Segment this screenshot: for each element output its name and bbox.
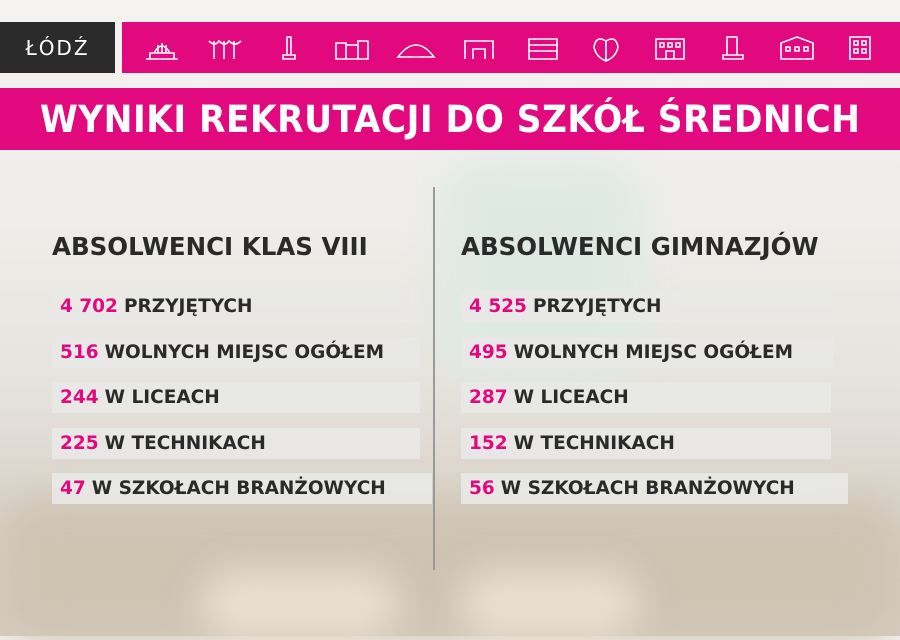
stat-row: 4 525 PRZYJĘTYCH (461, 291, 831, 322)
tower-icon (722, 35, 745, 60)
stat-row: 152 W TECHNIKACH (461, 427, 831, 459)
column-divider (433, 187, 435, 570)
column-heading: ABSOLWENCI GIMNAZJÓW (461, 232, 819, 261)
stat-label: W TECHNIKACH (513, 432, 675, 454)
stat-number: 47 (60, 478, 86, 499)
stat-number: 516 (60, 341, 99, 363)
stat-row: 4 702 PRZYJĘTYCH (52, 291, 420, 322)
stat-number: 244 (60, 387, 99, 408)
background-shape (460, 570, 640, 640)
stat-number: 287 (469, 387, 508, 408)
palace-icon (654, 37, 685, 60)
office-building-icon (849, 35, 872, 60)
stat-label: PRZYJĘTYCH (123, 296, 253, 317)
stat-row: 495 WOLNYCH MIEJSC OGÓŁEM (461, 336, 833, 368)
stat-number: 56 (469, 478, 495, 499)
monument-icon (281, 35, 296, 60)
title-banner: WYNIKI REKRUTACJI DO SZKÓŁ ŚREDNICH (0, 88, 900, 150)
background-shape (0, 500, 900, 640)
stat-number: 4 525 (469, 296, 527, 317)
city-logo: ŁÓDŹ (0, 22, 115, 73)
stat-label: W LICEACH (104, 387, 220, 408)
stat-row: 287 W LICEACH (461, 382, 831, 413)
stat-label: WOLNYCH MIEJSC OGÓŁEM (104, 341, 384, 363)
stat-row: 516 WOLNYCH MIEJSC OGÓŁEM (52, 336, 420, 368)
stat-row: 244 W LICEACH (52, 382, 420, 413)
stat-label: PRZYJĘTYCH (532, 296, 662, 317)
gate-icon (464, 39, 495, 59)
stat-number: 225 (60, 432, 99, 454)
stat-row: 56 W SZKOŁACH BRANŻOWYCH (461, 473, 848, 504)
stat-number: 152 (469, 432, 508, 454)
stat-label: W SZKOŁACH BRANŻOWYCH (500, 478, 795, 499)
logo-text: ŁÓDŹ (25, 35, 90, 60)
landmark-icon-bar (122, 22, 900, 73)
heart-icon (593, 37, 620, 62)
background-shape (200, 570, 400, 640)
stat-row: 225 W TECHNIKACH (52, 427, 420, 459)
townhouse-icon (779, 35, 814, 60)
mall-icon (527, 37, 558, 60)
railway-station-icon (145, 42, 178, 60)
stat-label: W LICEACH (513, 387, 629, 408)
stat-number: 4 702 (60, 296, 118, 317)
stat-label: WOLNYCH MIEJSC OGÓŁEM (513, 341, 793, 363)
factory-icon (335, 39, 370, 60)
stat-row: 47 W SZKOŁACH BRANŻOWYCH (52, 473, 432, 504)
stat-label: W SZKOŁACH BRANŻOWYCH (91, 478, 386, 499)
arena-icon (396, 43, 436, 58)
column-heading: ABSOLWENCI KLAS VIII (52, 232, 368, 261)
column-klas-viii: ABSOLWENCI KLAS VIII 4 702 PRZYJĘTYCH 516 W… (52, 232, 432, 519)
canopy-icon (208, 39, 242, 59)
stat-label: W TECHNIKACH (104, 432, 266, 454)
stat-number: 495 (469, 341, 508, 363)
column-gimnazjow: ABSOLWENCI GIMNAZJÓW 4 525 PRZYJĘTYCH 495 W… (461, 232, 848, 519)
page-title: WYNIKI REKRUTACJI DO SZKÓŁ ŚREDNICH (39, 97, 861, 141)
